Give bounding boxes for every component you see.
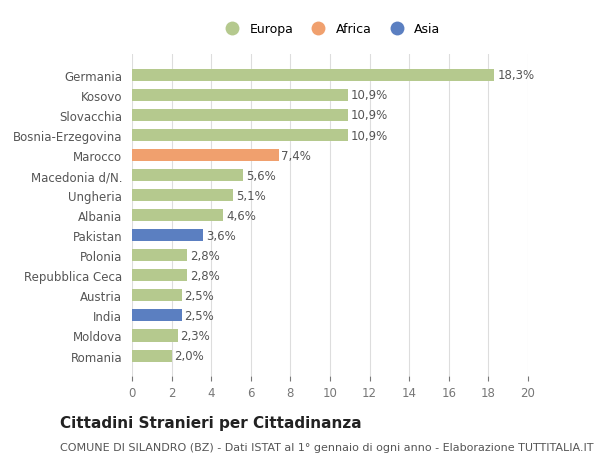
Bar [132,210,223,222]
Bar [132,150,278,162]
Bar [132,310,182,322]
Text: 5,1%: 5,1% [236,189,266,202]
Text: 10,9%: 10,9% [351,129,388,142]
Bar [132,90,348,102]
Text: 2,5%: 2,5% [184,289,214,302]
Bar [132,350,172,362]
Text: 2,8%: 2,8% [190,249,220,262]
Text: 18,3%: 18,3% [497,69,535,82]
Text: COMUNE DI SILANDRO (BZ) - Dati ISTAT al 1° gennaio di ogni anno - Elaborazione T: COMUNE DI SILANDRO (BZ) - Dati ISTAT al … [60,442,593,452]
Legend: Europa, Africa, Asia: Europa, Africa, Asia [216,20,444,40]
Text: 3,6%: 3,6% [206,229,236,242]
Bar [132,130,348,142]
Text: 2,0%: 2,0% [175,349,205,362]
Bar [132,190,233,202]
Bar [132,290,182,302]
Text: 7,4%: 7,4% [281,149,311,162]
Text: 2,5%: 2,5% [184,309,214,322]
Text: 10,9%: 10,9% [351,109,388,122]
Bar [132,70,494,82]
Text: 5,6%: 5,6% [246,169,275,182]
Bar [132,110,348,122]
Text: 10,9%: 10,9% [351,89,388,102]
Text: 2,3%: 2,3% [181,329,210,342]
Bar [132,330,178,342]
Bar [132,170,243,182]
Text: 2,8%: 2,8% [190,269,220,282]
Bar [132,270,187,282]
Bar [132,230,203,242]
Bar [132,250,187,262]
Text: Cittadini Stranieri per Cittadinanza: Cittadini Stranieri per Cittadinanza [60,415,362,430]
Text: 4,6%: 4,6% [226,209,256,222]
